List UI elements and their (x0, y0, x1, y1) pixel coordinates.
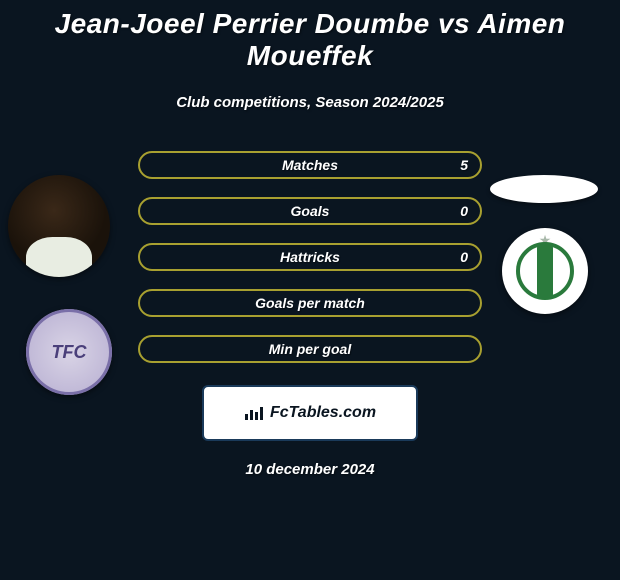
stat-value: 5 (460, 157, 468, 173)
stat-label: Goals per match (255, 295, 365, 311)
fctables-label: FcTables.com (270, 404, 376, 422)
stat-pill: Min per goal (138, 335, 482, 363)
stat-row: Matches 5 (138, 151, 482, 179)
fctables-watermark: FcTables.com (202, 385, 418, 441)
comparison-date: 10 december 2024 (0, 461, 620, 478)
player2-marker (490, 175, 598, 203)
bar-chart-icon (244, 405, 264, 421)
stat-label: Matches (282, 157, 338, 173)
stat-label: Hattricks (280, 249, 340, 265)
stat-pill: Goals per match (138, 289, 482, 317)
stat-row: Min per goal (138, 335, 482, 363)
stat-label: Goals (291, 203, 330, 219)
stat-pill: Goals 0 (138, 197, 482, 225)
player1-club-badge: TFC (26, 309, 112, 395)
stat-row: Goals 0 (138, 197, 482, 225)
player2-club-badge: ★ (502, 228, 588, 314)
stat-row: Goals per match (138, 289, 482, 317)
comparison-subtitle: Club competitions, Season 2024/2025 (0, 94, 620, 111)
stat-label: Min per goal (269, 341, 351, 357)
stat-pill: Hattricks 0 (138, 243, 482, 271)
comparison-title: Jean-Joeel Perrier Doumbe vs Aimen Mouef… (0, 8, 620, 72)
stat-pill: Matches 5 (138, 151, 482, 179)
player1-avatar (8, 175, 110, 277)
player1-club-badge-text: TFC (52, 342, 87, 363)
comparison-card: Jean-Joeel Perrier Doumbe vs Aimen Mouef… (0, 0, 620, 478)
ase-badge-graphic: ★ (512, 238, 578, 304)
stat-row: Hattricks 0 (138, 243, 482, 271)
stat-value: 0 (460, 203, 468, 219)
stat-value: 0 (460, 249, 468, 265)
